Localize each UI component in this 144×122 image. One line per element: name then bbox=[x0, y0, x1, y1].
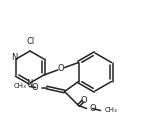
Text: N: N bbox=[11, 54, 17, 62]
Text: O: O bbox=[32, 83, 39, 92]
Text: O: O bbox=[90, 104, 96, 113]
Text: O: O bbox=[81, 96, 87, 105]
Text: Cl: Cl bbox=[27, 37, 35, 46]
Text: CH₃: CH₃ bbox=[105, 107, 117, 113]
Text: CH₃: CH₃ bbox=[14, 83, 26, 90]
Text: N: N bbox=[26, 80, 32, 88]
Text: O: O bbox=[58, 64, 65, 73]
